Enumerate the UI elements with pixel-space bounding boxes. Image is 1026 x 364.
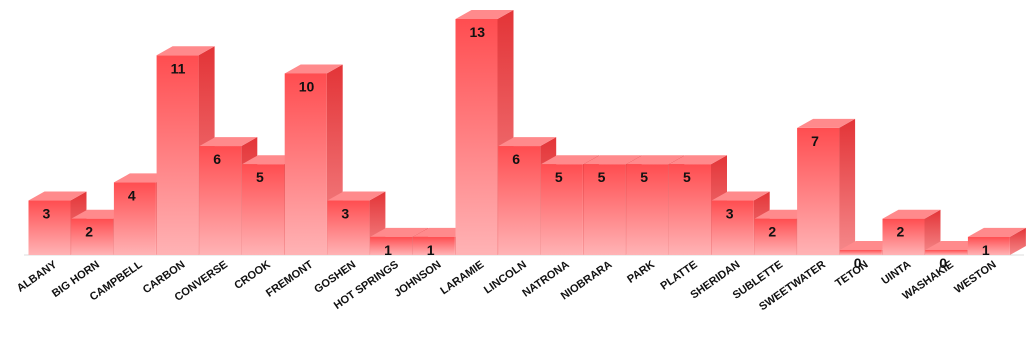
value-label-sheridan: 3: [726, 206, 734, 222]
bar-weston: [968, 228, 1026, 255]
value-label-goshen: 3: [341, 206, 349, 222]
category-label-johnson: JOHNSON: [392, 259, 443, 300]
value-label-laramie: 13: [470, 24, 486, 40]
value-label-carbon: 11: [171, 60, 186, 76]
value-label-niobrara: 5: [598, 169, 606, 185]
bar-side-face: [839, 119, 855, 255]
value-label-converse: 6: [213, 151, 221, 167]
bar-front-face: [157, 55, 199, 255]
value-label-sublette: 2: [768, 224, 776, 240]
value-label-big-horn: 2: [85, 224, 93, 240]
value-label-hot-springs: 1: [384, 242, 392, 258]
value-label-park: 5: [640, 169, 648, 185]
value-label-uinta: 2: [897, 224, 905, 240]
value-label-campbell: 4: [128, 187, 136, 203]
category-label-weston: WESTON: [952, 259, 998, 296]
bar-front-face: [285, 73, 327, 255]
value-label-fremont: 10: [299, 78, 315, 94]
value-label-albany: 3: [43, 206, 51, 222]
bar-front-face: [456, 19, 498, 255]
category-label-uinta: UINTA: [879, 259, 913, 288]
category-label-teton: TETON: [833, 259, 870, 290]
value-label-lincoln: 6: [512, 151, 520, 167]
value-label-crook: 5: [256, 169, 264, 185]
value-label-natrona: 5: [555, 169, 563, 185]
bar-sweetwater: [797, 119, 855, 255]
value-label-johnson: 1: [427, 242, 435, 258]
bars-group: [29, 10, 1026, 255]
value-label-platte: 5: [683, 169, 691, 185]
value-label-weston: 1: [982, 242, 990, 258]
category-label-park: PARK: [625, 259, 657, 286]
category-label-laramie: LARAMIE: [438, 259, 486, 298]
category-label-fremont: FREMONT: [264, 258, 316, 299]
value-label-sweetwater: 7: [811, 133, 819, 149]
